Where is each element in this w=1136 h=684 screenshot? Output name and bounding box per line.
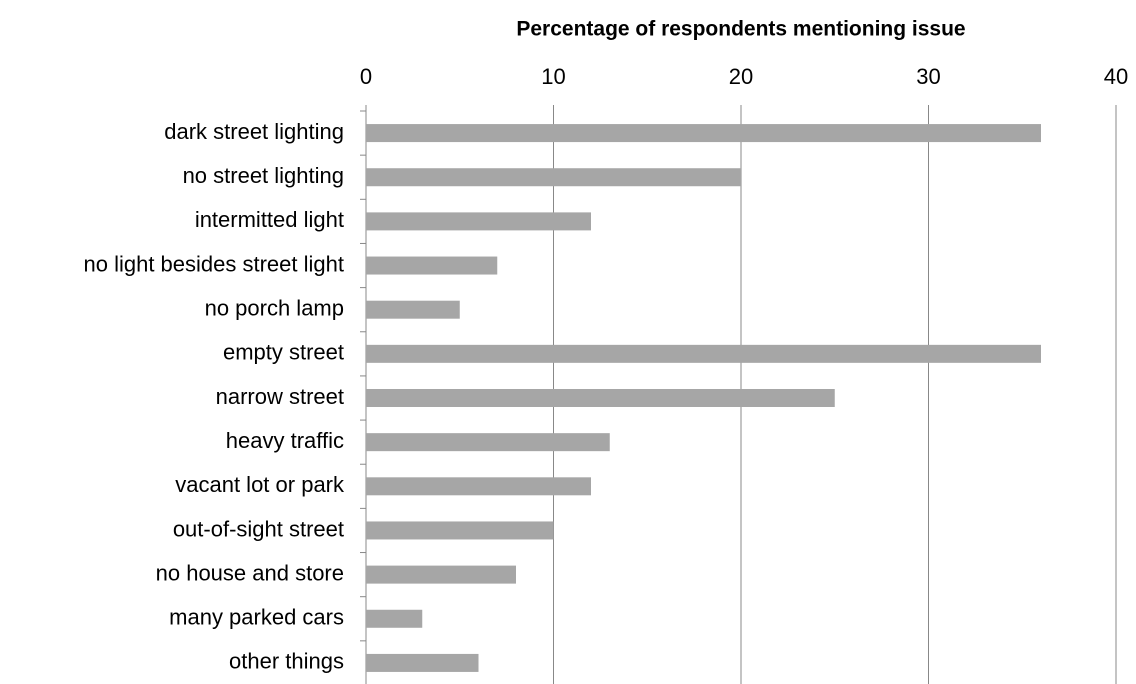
y-tick-label: heavy traffic [226, 428, 344, 453]
y-tick-label: out-of-sight street [173, 516, 344, 541]
bar [366, 565, 516, 584]
y-tick-label: vacant lot or park [175, 472, 345, 497]
y-tick-label: no porch lamp [205, 296, 344, 321]
y-tick-label: narrow street [216, 384, 344, 409]
bar [366, 212, 591, 231]
bar [366, 653, 479, 672]
bar [366, 124, 1041, 143]
bar [366, 344, 1041, 363]
x-tick-label: 30 [916, 64, 940, 89]
bar [366, 433, 610, 452]
bar [366, 256, 498, 275]
chart-title: Percentage of respondents mentioning iss… [516, 18, 965, 41]
x-tick-label: 40 [1104, 64, 1128, 89]
y-tick-label: other things [229, 649, 344, 674]
bar [366, 609, 423, 628]
y-tick-label: empty street [223, 340, 344, 365]
x-tick-label: 20 [729, 64, 753, 89]
bar [366, 521, 554, 540]
y-tick-label: many parked cars [169, 605, 344, 630]
bar [366, 389, 835, 407]
y-tick-label: dark street lighting [164, 119, 344, 144]
y-tick-label: no light besides street light [84, 251, 345, 276]
y-tick-label: intermitted light [195, 207, 344, 232]
bar [366, 168, 741, 187]
bar [366, 300, 460, 319]
bar [366, 477, 591, 496]
x-tick-label: 0 [360, 64, 372, 89]
x-tick-label: 10 [541, 64, 565, 89]
y-tick-label: no house and store [156, 560, 344, 585]
y-tick-label: no street lighting [183, 163, 344, 188]
